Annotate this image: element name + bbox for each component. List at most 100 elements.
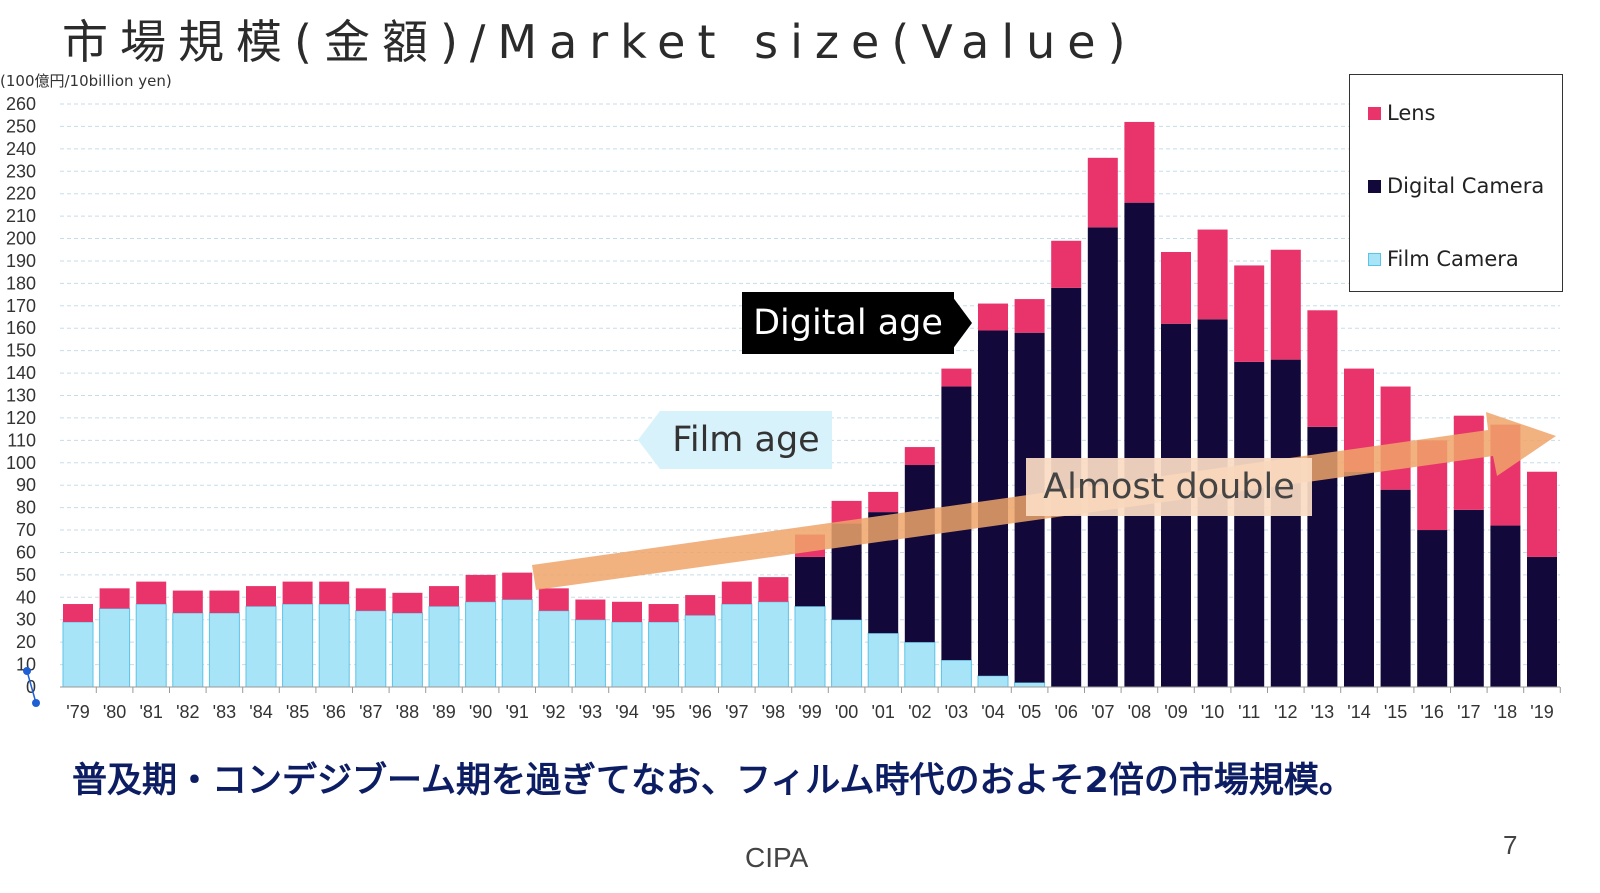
y-tick-label: 120 [6,408,36,428]
bar-film-18 [721,603,753,688]
y-axis-ticks: 0102030405060708090100110120130140150160… [6,94,40,707]
y-tick-label: 190 [6,251,36,271]
y-tick-label: 200 [6,229,36,249]
y-tick-label: 30 [16,610,36,630]
y-tick-label: 220 [6,184,36,204]
source-label: CIPA [745,842,809,873]
bar-lens-19 [758,577,789,602]
bar-lens-28 [1087,157,1118,228]
bar-lens-10 [429,586,459,607]
bar-lens-21 [831,500,862,524]
bar-lens-31 [1197,229,1228,320]
bar-film-14 [574,619,606,688]
x-tick-label: '92 [542,702,565,722]
x-tick-label: '07 [1091,702,1114,722]
x-tick-label: '79 [66,702,89,722]
x-tick-label: '89 [432,702,455,722]
legend-label-lens: Lens [1387,101,1436,125]
bar-digital-39 [1490,525,1521,687]
x-tick-label: '85 [286,702,309,722]
bar-lens-6 [282,581,313,605]
legend-item-digital: Digital Camera [1368,174,1544,198]
caption-text: 普及期・コンデジブーム期を過ぎてなお、フィルム時代のおよそ2倍の市場規模。 [72,761,1354,801]
x-tick-label: '05 [1018,702,1041,722]
y-tick-label: 110 [7,430,36,450]
y-tick-label: 130 [6,386,36,406]
almost-double-label: Almost double [1026,458,1312,516]
legend-swatch-lens [1368,106,1381,120]
x-tick-label: '83 [213,702,236,722]
bar-digital-20 [795,556,825,607]
legend-swatch-digital [1368,179,1381,193]
legend-swatch-film [1368,252,1381,266]
y-tick-label: 250 [6,116,36,136]
y-tick-label: 90 [16,475,36,495]
legend-label-digital: Digital Camera [1387,174,1545,198]
bar-lens-13 [538,588,569,611]
y-tick-label: 70 [16,520,36,540]
x-tick-label: '04 [981,702,1004,722]
bar-film-3 [172,612,204,688]
x-tick-label: '17 [1457,702,1480,722]
bar-film-6 [282,603,314,688]
bar-film-0 [62,621,94,688]
bar-lens-15 [612,601,642,622]
x-tick-label: '10 [1201,702,1224,722]
bar-film-19 [757,601,789,688]
x-tick-label: '86 [322,702,345,722]
bar-film-17 [684,614,716,688]
y-tick-label: 160 [6,318,36,338]
bar-film-26 [1014,682,1046,688]
bar-film-9 [391,612,423,688]
bar-lens-17 [685,595,716,616]
y-tick-label: 20 [16,632,36,652]
bar-digital-40 [1527,556,1557,687]
y-tick-label: 240 [6,139,36,159]
y-tick-label: 100 [6,453,36,473]
bar-lens-25 [978,303,1008,331]
bar-lens-27 [1051,240,1082,288]
bar-lens-32 [1234,265,1265,362]
bar-digital-28 [1087,227,1118,688]
bar-film-15 [611,621,643,688]
y-tick-label: 80 [16,498,36,518]
bar-lens-38 [1453,415,1484,510]
y-tick-label: 10 [16,655,36,675]
bar-lens-1 [99,588,130,609]
bar-digital-29 [1124,202,1155,687]
bar-film-16 [648,621,680,688]
bar-lens-14 [575,599,606,620]
bar-film-25 [977,675,1009,688]
bar-lens-11 [465,574,496,602]
bar-film-7 [318,603,350,688]
x-tick-label: '94 [615,702,638,722]
x-tick-label: '80 [103,702,126,722]
bar-digital-37 [1417,530,1448,687]
bar-film-5 [245,605,277,688]
x-tick-label: '16 [1420,702,1443,722]
x-tick-label: '95 [652,702,675,722]
film-age-arrow-head [638,411,660,469]
bars [62,121,1557,688]
bar-lens-29 [1124,121,1155,203]
bar-lens-40 [1527,471,1557,557]
bar-film-8 [355,610,387,688]
x-tick-label: '09 [1164,702,1187,722]
legend-label-film: Film Camera [1387,247,1519,271]
x-tick-label: '99 [798,702,821,722]
y-tick-label: 140 [6,363,36,383]
bar-digital-36 [1380,489,1411,687]
bar-film-1 [99,608,131,688]
bar-lens-36 [1380,386,1411,490]
y-tick-label: 230 [6,161,36,181]
bar-film-20 [794,605,826,688]
bar-lens-16 [648,604,679,622]
bar-lens-24 [941,368,972,387]
y-tick-label: 260 [6,94,36,114]
x-tick-label: '12 [1274,702,1297,722]
x-tick-label: '98 [762,702,785,722]
bar-lens-2 [136,581,167,605]
bar-lens-34 [1307,310,1338,427]
bar-digital-35 [1344,471,1374,687]
